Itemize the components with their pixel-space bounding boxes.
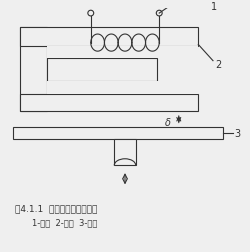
Bar xyxy=(20,95,198,112)
Bar xyxy=(12,128,223,139)
Text: δ: δ xyxy=(165,118,171,128)
Bar xyxy=(114,139,136,166)
Bar xyxy=(47,81,198,95)
Bar xyxy=(47,59,157,81)
Text: 3: 3 xyxy=(234,129,241,139)
Text: 图4.1.1  变气隙型电感传感器: 图4.1.1 变气隙型电感传感器 xyxy=(14,204,97,213)
Text: 2: 2 xyxy=(215,59,221,69)
Text: 1: 1 xyxy=(211,3,217,12)
Bar xyxy=(20,28,47,112)
Bar xyxy=(47,47,198,59)
Bar xyxy=(20,28,198,47)
Text: 1-线圈  2-铁芯  3-衔铁: 1-线圈 2-铁芯 3-衔铁 xyxy=(32,218,98,227)
